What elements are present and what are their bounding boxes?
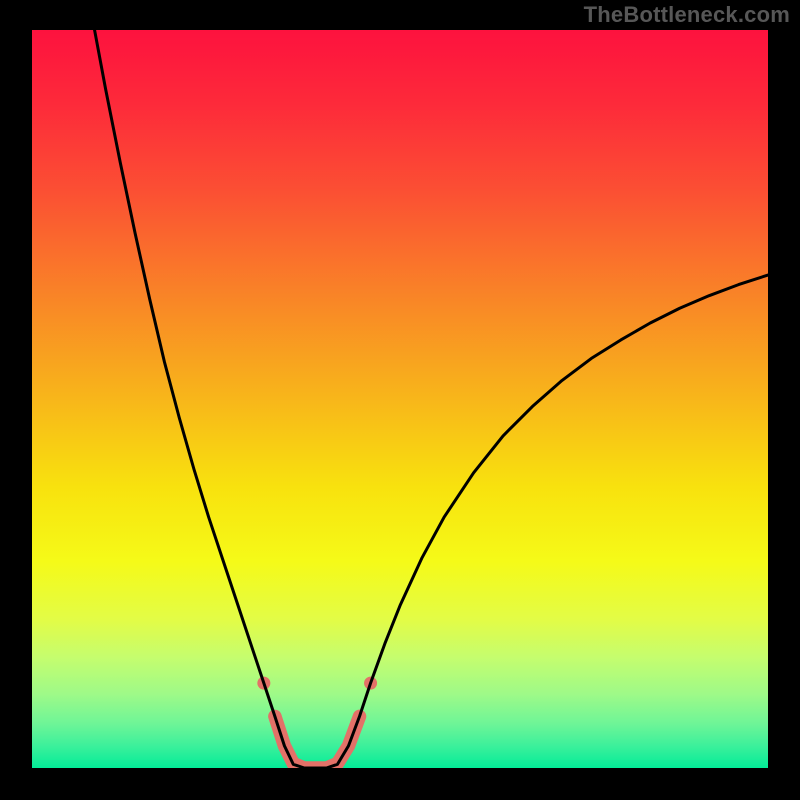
plot-background-gradient	[32, 30, 768, 768]
bottleneck-chart	[0, 0, 800, 800]
chart-container: TheBottleneck.com	[0, 0, 800, 800]
